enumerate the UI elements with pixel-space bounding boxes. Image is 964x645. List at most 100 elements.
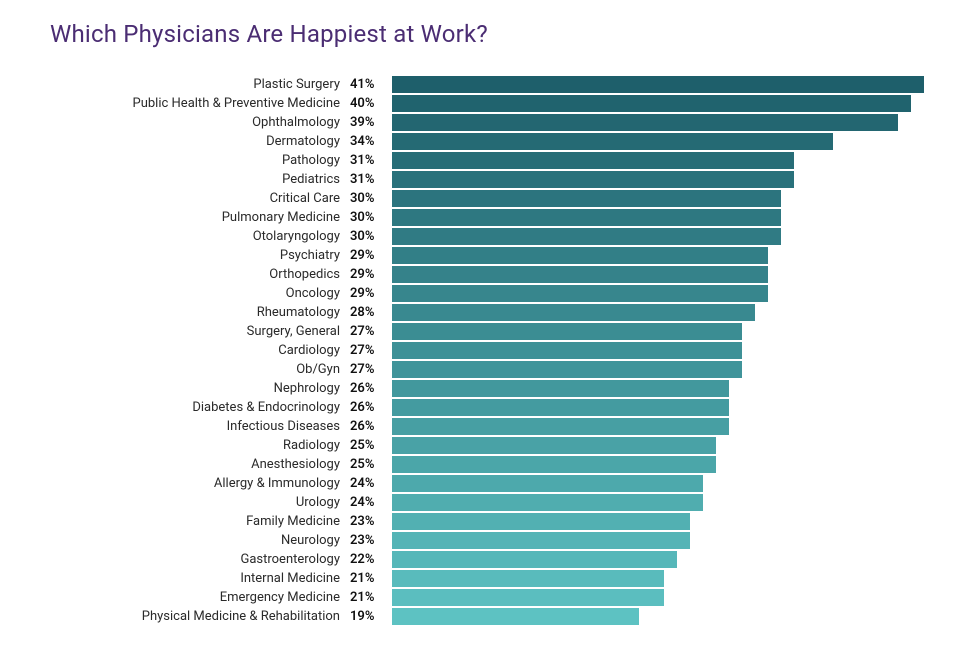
value-label: 26% (350, 380, 392, 397)
bar-track (392, 323, 924, 340)
category-label: Dermatology (50, 133, 350, 150)
value-label: 39% (350, 114, 392, 131)
category-label: Internal Medicine (50, 570, 350, 587)
bar (392, 285, 768, 302)
bar-track (392, 494, 924, 511)
happiness-bar-chart: Which Physicians Are Happiest at Work? P… (0, 0, 964, 645)
category-label: Rheumatology (50, 304, 350, 321)
bar (392, 380, 729, 397)
chart-row: Public Health & Preventive Medicine40% (50, 95, 924, 112)
bar (392, 114, 898, 131)
bar-track (392, 589, 924, 606)
bar-track (392, 532, 924, 549)
value-label: 40% (350, 95, 392, 112)
value-label: 21% (350, 570, 392, 587)
value-label: 22% (350, 551, 392, 568)
value-label: 29% (350, 266, 392, 283)
chart-row: Allergy & Immunology24% (50, 475, 924, 492)
bar-track (392, 608, 924, 625)
category-label: Ophthalmology (50, 114, 350, 131)
bar (392, 266, 768, 283)
bar (392, 133, 833, 150)
chart-row: Pediatrics31% (50, 171, 924, 188)
bar (392, 437, 716, 454)
category-label: Psychiatry (50, 247, 350, 264)
category-label: Orthopedics (50, 266, 350, 283)
bar (392, 361, 742, 378)
chart-row: Urology24% (50, 494, 924, 511)
value-label: 34% (350, 133, 392, 150)
bar (392, 418, 729, 435)
category-label: Radiology (50, 437, 350, 454)
chart-row: Neurology23% (50, 532, 924, 549)
value-label: 41% (350, 76, 392, 93)
bar (392, 513, 690, 530)
bar-track (392, 114, 924, 131)
chart-row: Gastroenterology22% (50, 551, 924, 568)
bar (392, 76, 924, 93)
bar-track (392, 247, 924, 264)
chart-row: Anesthesiology25% (50, 456, 924, 473)
value-label: 31% (350, 171, 392, 188)
bar (392, 456, 716, 473)
value-label: 30% (350, 228, 392, 245)
bar (392, 247, 768, 264)
value-label: 23% (350, 532, 392, 549)
chart-row: Orthopedics29% (50, 266, 924, 283)
bar (392, 399, 729, 416)
bar-track (392, 418, 924, 435)
chart-row: Otolaryngology30% (50, 228, 924, 245)
category-label: Neurology (50, 532, 350, 549)
bar-track (392, 95, 924, 112)
chart-rows: Plastic Surgery41%Public Health & Preven… (50, 76, 924, 625)
bar-track (392, 513, 924, 530)
bar-track (392, 437, 924, 454)
value-label: 27% (350, 361, 392, 378)
bar-track (392, 456, 924, 473)
category-label: Physical Medicine & Rehabilitation (50, 608, 350, 625)
chart-row: Internal Medicine21% (50, 570, 924, 587)
bar (392, 152, 794, 169)
bar-track (392, 152, 924, 169)
category-label: Plastic Surgery (50, 76, 350, 93)
chart-row: Surgery, General27% (50, 323, 924, 340)
category-label: Public Health & Preventive Medicine (50, 95, 350, 112)
category-label: Otolaryngology (50, 228, 350, 245)
value-label: 24% (350, 475, 392, 492)
value-label: 29% (350, 247, 392, 264)
value-label: 21% (350, 589, 392, 606)
chart-row: Plastic Surgery41% (50, 76, 924, 93)
category-label: Cardiology (50, 342, 350, 359)
chart-row: Dermatology34% (50, 133, 924, 150)
bar (392, 209, 781, 226)
category-label: Urology (50, 494, 350, 511)
value-label: 23% (350, 513, 392, 530)
bar (392, 323, 742, 340)
category-label: Allergy & Immunology (50, 475, 350, 492)
bar (392, 532, 690, 549)
value-label: 26% (350, 418, 392, 435)
chart-row: Rheumatology28% (50, 304, 924, 321)
bar (392, 171, 794, 188)
chart-row: Pathology31% (50, 152, 924, 169)
bar (392, 342, 742, 359)
category-label: Critical Care (50, 190, 350, 207)
bar (392, 608, 639, 625)
bar (392, 304, 755, 321)
bar-track (392, 190, 924, 207)
value-label: 24% (350, 494, 392, 511)
category-label: Oncology (50, 285, 350, 302)
chart-row: Nephrology26% (50, 380, 924, 397)
bar-track (392, 570, 924, 587)
bar-track (392, 399, 924, 416)
bar-track (392, 76, 924, 93)
category-label: Diabetes & Endocrinology (50, 399, 350, 416)
value-label: 29% (350, 285, 392, 302)
chart-title: Which Physicians Are Happiest at Work? (50, 20, 924, 48)
bar-track (392, 209, 924, 226)
bar-track (392, 171, 924, 188)
value-label: 31% (350, 152, 392, 169)
bar-track (392, 285, 924, 302)
category-label: Nephrology (50, 380, 350, 397)
value-label: 25% (350, 456, 392, 473)
